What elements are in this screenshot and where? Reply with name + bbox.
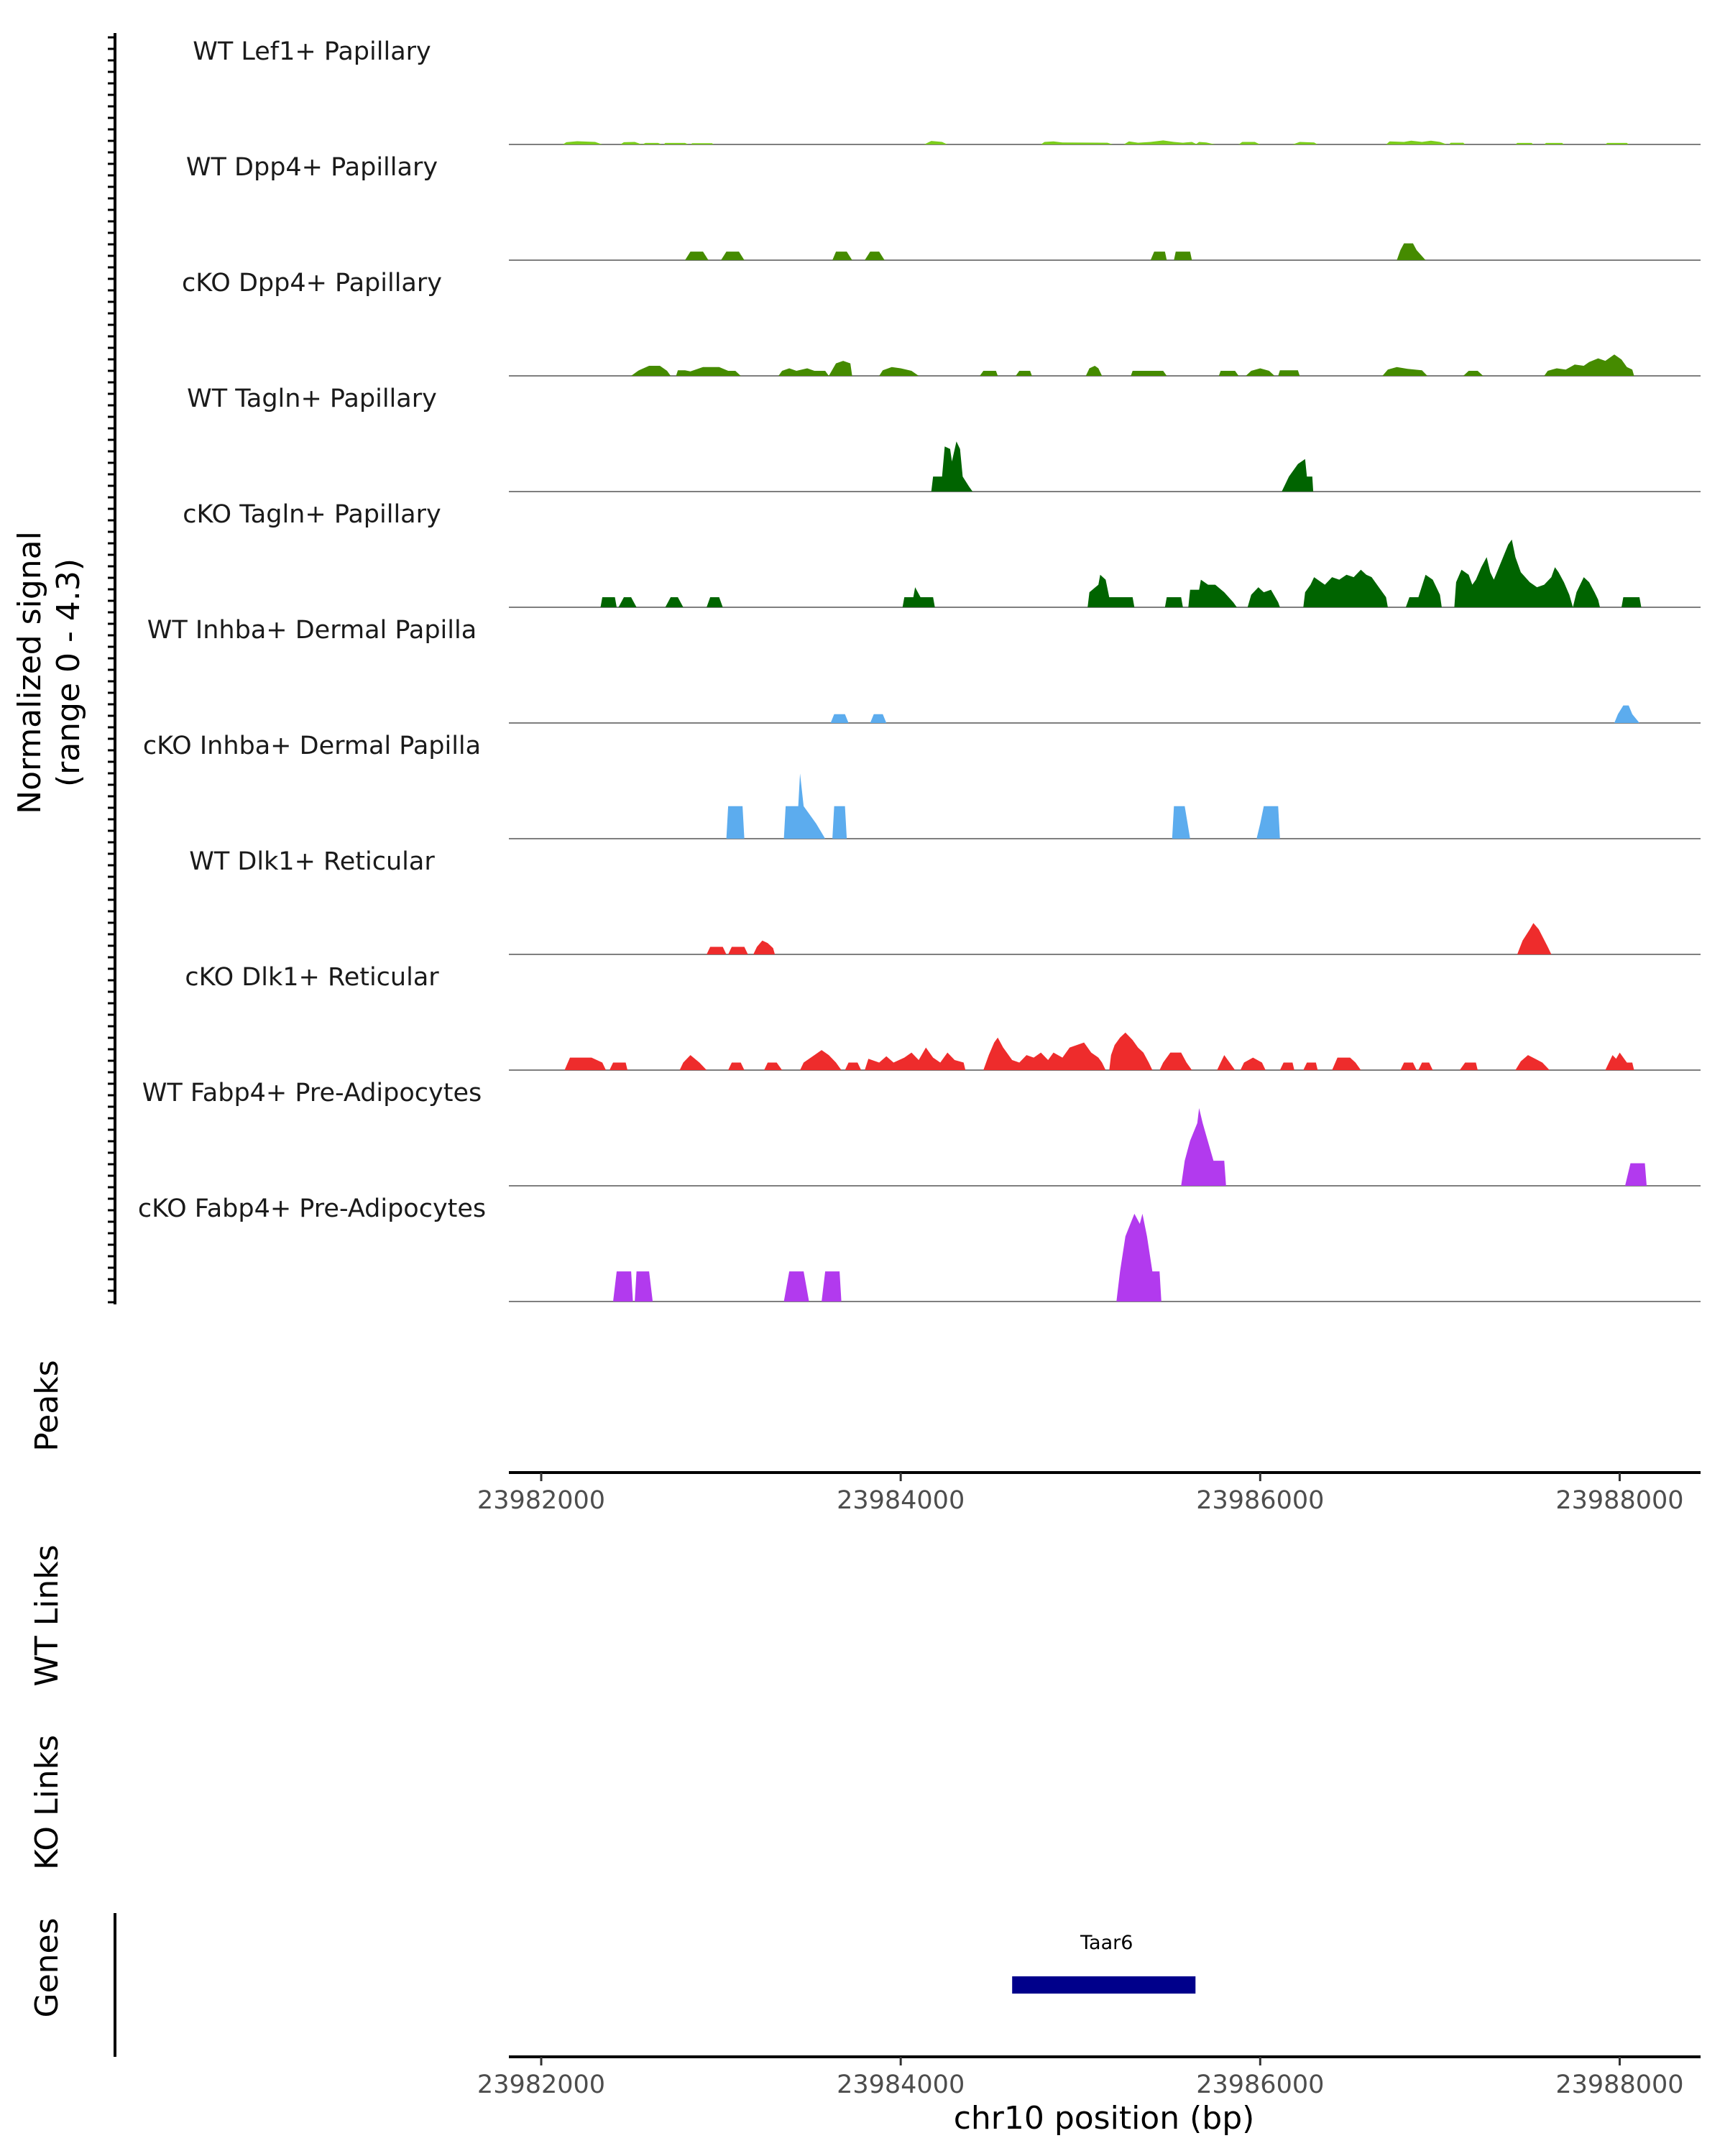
x-axis-title: chr10 position (bp)	[954, 2100, 1255, 2137]
track-label: cKO Dlk1+ Reticular	[185, 963, 439, 992]
coverage-area-wt-fabp4-pre-adipocytes	[1181, 1107, 1647, 1186]
x-tick-label: 23986000	[1196, 1486, 1324, 1515]
peaks-track-label: Peaks	[29, 1360, 65, 1451]
track-label: cKO Fabp4+ Pre-Adipocytes	[138, 1194, 486, 1223]
y-axis-title-line2: (range 0 - 4.3)	[50, 558, 87, 787]
track-cko-dpp4-papillary: cKO Dpp4+ Papillary	[182, 269, 1701, 377]
track-cko-dlk1-reticular: cKO Dlk1+ Reticular	[185, 963, 1701, 1071]
track-wt-inhba-dermal-papilla: WT Inhba+ Dermal Papilla	[147, 616, 1701, 724]
x-tick-label: 23988000	[1555, 1486, 1683, 1515]
coverage-area-cko-dlk1-reticular	[564, 1032, 1634, 1070]
coverage-tracks: WT Lef1+ Papillary WT Dpp4+ Papillary cKO …	[138, 37, 1701, 1302]
x-tick-label: 23988000	[1555, 2070, 1683, 2099]
coverage-area-cko-tagln-papillary	[600, 539, 1642, 607]
coverage-area-wt-lef1-papillary	[563, 140, 1629, 144]
wt-links-track-label: WT Links	[29, 1544, 65, 1686]
coverage-area-cko-dpp4-papillary	[631, 354, 1634, 376]
coverage-area-wt-tagln-papillary	[931, 441, 1314, 492]
gene-body-taar6	[1012, 1976, 1196, 1994]
x-axis-genes: 23982000 23984000 23986000 23988000	[477, 2055, 1701, 2099]
track-wt-fabp4-pre-adipocytes: WT Fabp4+ Pre-Adipocytes	[142, 1079, 1701, 1187]
x-tick-label: 23984000	[837, 2070, 965, 2099]
track-label: WT Dlk1+ Reticular	[189, 847, 435, 876]
coverage-area-cko-inhba-dermal-papilla	[726, 773, 1280, 839]
track-cko-inhba-dermal-papilla: cKO Inhba+ Dermal Papilla	[143, 732, 1701, 839]
x-axis-peaks: 23982000 23984000 23986000 23988000	[477, 1471, 1701, 1515]
track-cko-tagln-papillary: cKO Tagln+ Papillary	[183, 500, 1701, 608]
y-axis-title-line1: Normalized signal	[12, 531, 48, 814]
x-tick-label: 23986000	[1196, 2070, 1324, 2099]
ko-links-track-label: KO Links	[29, 1735, 65, 1870]
track-wt-lef1-papillary: WT Lef1+ Papillary	[193, 37, 1701, 145]
coverage-area-cko-fabp4-pre-adipocytes	[613, 1213, 1162, 1302]
y-axis-title: Normalized signal (range 0 - 4.3)	[12, 531, 87, 814]
track-wt-dpp4-papillary: WT Dpp4+ Papillary	[186, 153, 1701, 261]
gene-track: Taar6	[1012, 1932, 1196, 1994]
x-tick-label: 23982000	[477, 2070, 605, 2099]
x-tick-label: 23982000	[477, 1486, 605, 1515]
genes-track-label: Genes	[29, 1917, 65, 2017]
track-wt-dlk1-reticular: WT Dlk1+ Reticular	[189, 847, 1701, 955]
x-tick-label: 23984000	[837, 1486, 965, 1515]
coverage-y-axis	[108, 33, 116, 1304]
coverage-area-wt-dlk1-reticular	[707, 923, 1552, 954]
track-label: WT Lef1+ Papillary	[193, 37, 431, 66]
track-label: cKO Tagln+ Papillary	[183, 500, 441, 529]
track-label: WT Fabp4+ Pre-Adipocytes	[142, 1079, 482, 1107]
track-label: WT Tagln+ Papillary	[187, 384, 437, 413]
track-label: cKO Dpp4+ Papillary	[182, 269, 442, 298]
track-label: cKO Inhba+ Dermal Papilla	[143, 732, 481, 760]
track-label: WT Inhba+ Dermal Papilla	[147, 616, 477, 645]
track-label: WT Dpp4+ Papillary	[186, 153, 438, 182]
coverage-area-wt-dpp4-papillary	[685, 243, 1426, 260]
track-wt-tagln-papillary: WT Tagln+ Papillary	[187, 384, 1701, 492]
gene-label: Taar6	[1080, 1932, 1133, 1954]
coverage-area-wt-inhba-dermal-papilla	[830, 705, 1639, 723]
track-cko-fabp4-pre-adipocytes: cKO Fabp4+ Pre-Adipocytes	[138, 1194, 1701, 1302]
